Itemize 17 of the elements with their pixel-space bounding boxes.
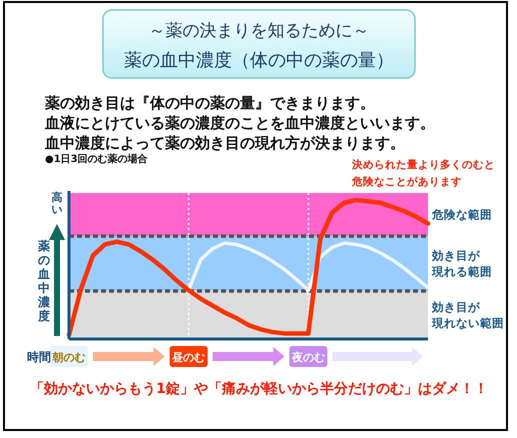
x-axis-title: 時間 xyxy=(27,350,51,364)
text: ●1日3回のむ薬の場合 xyxy=(45,153,149,165)
band-label: 効き目が現れない範囲 xyxy=(431,300,504,330)
text: 血液にとけている薬の濃度のことを血中濃度といいます。 xyxy=(44,114,435,132)
text: 決められた量より多くのむと危険なことがあります xyxy=(351,158,495,188)
text: 血中濃度によって薬の効き目の現れ方が決まります。 xyxy=(44,134,405,152)
x-tick-label: 夜のむ xyxy=(290,351,325,364)
x-tick-label: 朝のむ xyxy=(52,351,86,364)
text: 「効かないからもう1錠」や「痛みが軽いから半分だけのむ」はダメ！！ xyxy=(30,380,488,397)
band-label: 危険な範囲 xyxy=(431,208,492,222)
text: 高い xyxy=(52,191,62,216)
y-axis-title: 薬の血中濃度 xyxy=(37,239,50,323)
band-label: 効き目が現れる範囲 xyxy=(431,248,492,279)
x-tick-label: 昼のむ xyxy=(171,351,206,364)
text: 薬の効き目は『体の中の薬の量』できまります。 xyxy=(44,94,375,112)
chart-title: ～薬の決まりを知るために～ xyxy=(148,21,370,41)
chart-subtitle: 薬の血中濃度（体の中の薬の量） xyxy=(124,50,394,71)
